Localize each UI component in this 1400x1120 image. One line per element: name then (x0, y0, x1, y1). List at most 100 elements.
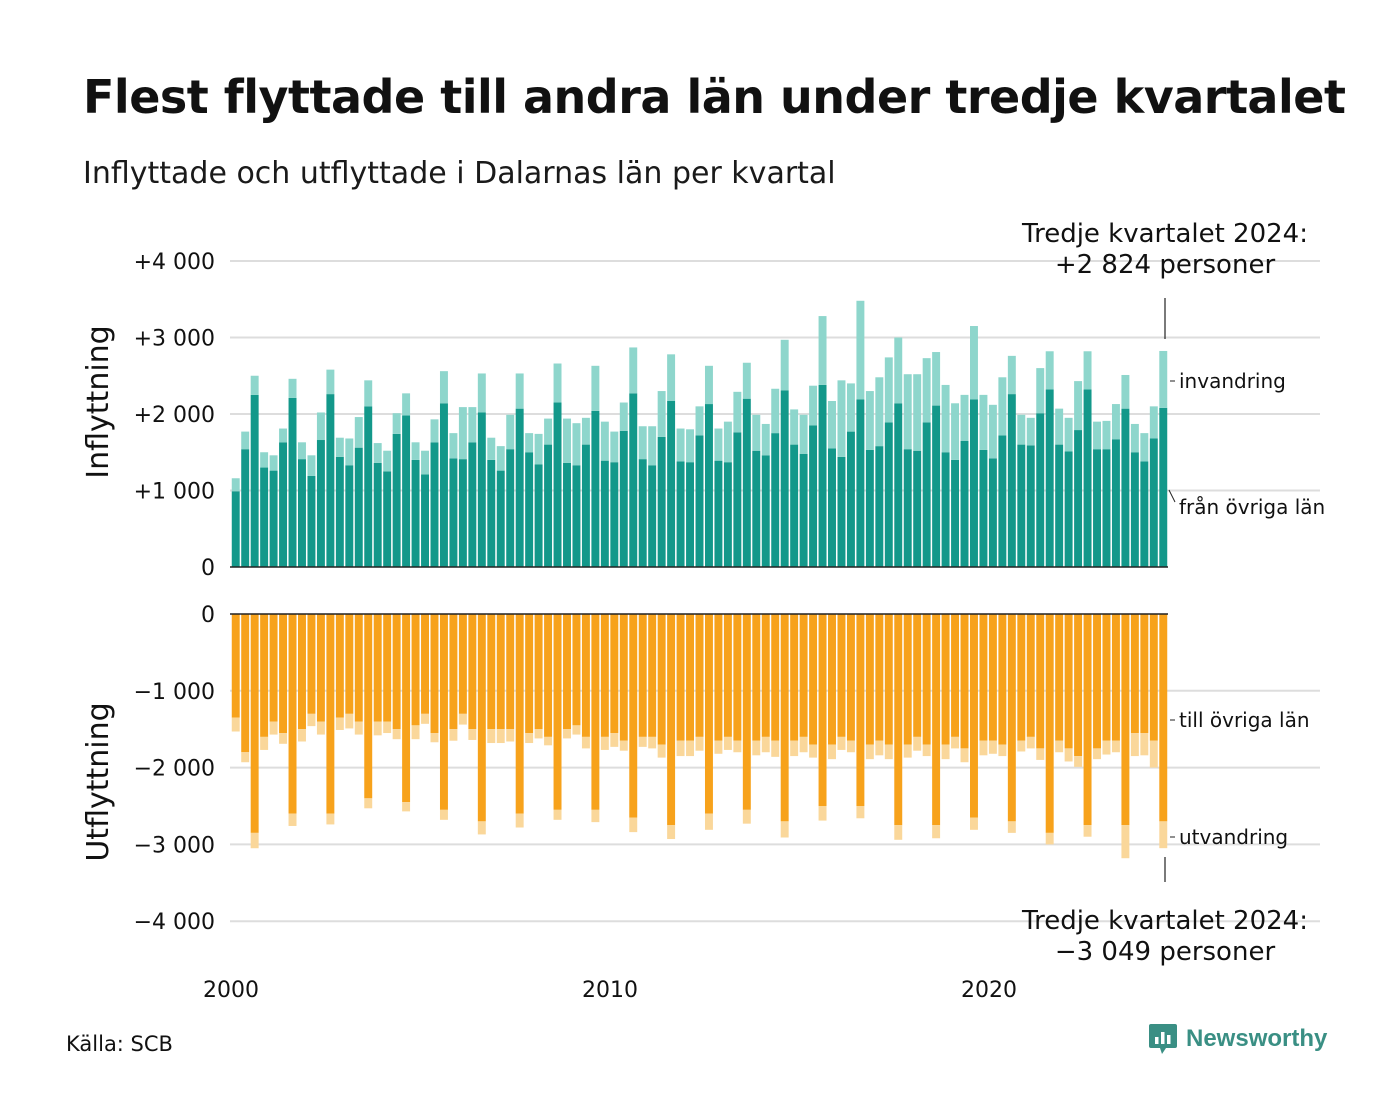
bar-till-ovriga-lan (468, 614, 477, 730)
bar-till-ovriga-lan (969, 614, 978, 818)
bar-fran-ovriga-lan (610, 462, 619, 567)
bar-fran-ovriga-lan (1149, 438, 1158, 567)
bar-utvandring (856, 806, 865, 819)
bar-till-ovriga-lan (884, 614, 893, 745)
bar-utvandring (1036, 748, 1045, 760)
bar-fran-ovriga-lan (1102, 449, 1111, 567)
bar-utvandring (809, 744, 818, 758)
bar-till-ovriga-lan (250, 614, 259, 833)
bar-till-ovriga-lan (1130, 614, 1139, 734)
bar-invandring (828, 400, 836, 449)
bar-fran-ovriga-lan (998, 435, 1007, 567)
bar-utvandring (1007, 821, 1016, 833)
bar-fran-ovriga-lan (648, 465, 657, 567)
bar-till-ovriga-lan (402, 614, 411, 803)
bar-fran-ovriga-lan (307, 475, 316, 567)
bar-utvandring (752, 740, 761, 756)
bar-till-ovriga-lan (1017, 614, 1026, 741)
y-tick-label-top: +1 000 (134, 480, 215, 505)
bar-till-ovriga-lan (704, 614, 713, 814)
bar-invandring (818, 316, 827, 385)
bar-invandring (392, 413, 401, 434)
bar-invandring (686, 429, 695, 463)
bar-utvandring (506, 729, 515, 742)
bar-invandring (298, 442, 306, 460)
bar-utvandring (534, 729, 543, 739)
bar-invandring (1026, 417, 1035, 446)
bar-utvandring (430, 733, 439, 743)
bar-till-ovriga-lan (1111, 614, 1120, 741)
bar-fran-ovriga-lan (856, 399, 865, 567)
bar-utvandring (411, 725, 420, 740)
bar-fran-ovriga-lan (439, 403, 448, 567)
bar-fran-ovriga-lan (932, 405, 941, 567)
bar-till-ovriga-lan (1093, 614, 1101, 749)
bar-fran-ovriga-lan (1055, 444, 1064, 567)
bar-utvandring (581, 736, 590, 749)
bar-till-ovriga-lan (534, 614, 543, 730)
bar-invandring (922, 358, 931, 423)
bar-till-ovriga-lan (553, 614, 562, 810)
bar-invandring (809, 385, 818, 426)
bar-utvandring (316, 721, 325, 735)
bar-fran-ovriga-lan (279, 442, 288, 567)
bottom-annotation-line2: −3 049 personer (1055, 937, 1276, 967)
bar-utvandring (563, 729, 571, 739)
bar-fran-ovriga-lan (269, 470, 278, 567)
bar-till-ovriga-lan (316, 614, 325, 722)
bar-utvandring (610, 733, 619, 747)
bar-utvandring (1074, 756, 1083, 767)
bar-utvandring (458, 713, 467, 725)
bar-utvandring (515, 813, 524, 828)
bar-till-ovriga-lan (231, 614, 240, 718)
bar-utvandring (941, 744, 950, 760)
bar-fran-ovriga-lan (581, 444, 590, 567)
bar-invandring (534, 433, 543, 465)
bar-till-ovriga-lan (1045, 614, 1054, 833)
bar-till-ovriga-lan (648, 614, 657, 737)
bar-till-ovriga-lan (307, 614, 316, 714)
bar-till-ovriga-lan (1055, 614, 1064, 741)
bar-invandring (1111, 404, 1120, 440)
y-tick-label-top: 0 (201, 556, 215, 581)
bar-invandring (733, 391, 742, 433)
bar-utvandring (260, 736, 269, 750)
bar-fran-ovriga-lan (345, 465, 354, 567)
y-tick-label-top: +3 000 (134, 327, 215, 352)
bar-till-ovriga-lan (790, 614, 799, 741)
bar-till-ovriga-lan (383, 614, 392, 722)
bar-till-ovriga-lan (865, 614, 874, 745)
bar-till-ovriga-lan (354, 614, 363, 722)
bar-fran-ovriga-lan (828, 448, 836, 567)
bar-invandring (572, 423, 581, 466)
bar-utvandring (629, 817, 638, 833)
bar-invandring (411, 442, 420, 460)
bar-invandring (591, 365, 600, 411)
bar-fran-ovriga-lan (657, 436, 666, 567)
bar-till-ovriga-lan (657, 614, 666, 745)
bar-till-ovriga-lan (714, 614, 723, 741)
bar-invandring (884, 357, 893, 423)
bar-invandring (1159, 350, 1168, 408)
bar-utvandring (998, 744, 1007, 757)
bar-utvandring (969, 817, 978, 830)
bar-invandring (865, 391, 874, 450)
bar-invandring (1017, 414, 1026, 445)
bar-utvandring (449, 729, 458, 741)
bar-utvandring (1159, 821, 1168, 849)
bar-invandring (600, 421, 609, 461)
bar-utvandring (241, 752, 250, 763)
bar-fran-ovriga-lan (846, 431, 855, 567)
bar-utvandring (1149, 740, 1158, 768)
brand-logo: Newsworthy (1148, 1022, 1327, 1056)
bar-till-ovriga-lan (411, 614, 420, 726)
bar-till-ovriga-lan (544, 614, 553, 737)
bar-fran-ovriga-lan (326, 394, 335, 567)
bar-invandring (241, 431, 250, 450)
bar-invandring (638, 426, 647, 460)
bar-till-ovriga-lan (506, 614, 515, 730)
bottom-annotation-line1: Tredje kvartalet 2024: (1021, 906, 1308, 936)
bar-utvandring (383, 721, 392, 734)
bar-invandring (373, 443, 382, 463)
bar-utvandring (1083, 825, 1092, 837)
